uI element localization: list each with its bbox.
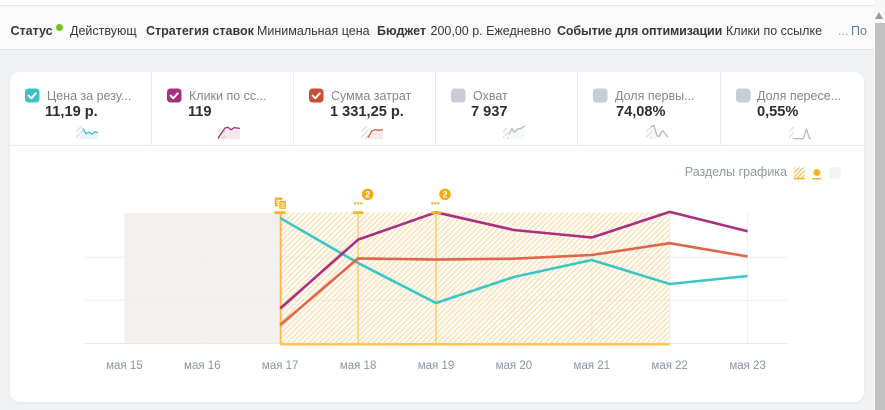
svg-text:2: 2 [365,190,370,200]
svg-text:мая 16: мая 16 [184,360,221,372]
svg-text:мая 20: мая 20 [496,360,533,372]
svg-text:мая 18: мая 18 [340,360,377,372]
svg-text:мая 17: мая 17 [262,360,299,372]
svg-text:мая 15: мая 15 [106,360,143,372]
svg-text:2: 2 [442,190,447,200]
svg-text:мая 21: мая 21 [574,360,611,372]
svg-text:мая 23: мая 23 [729,360,766,372]
svg-text:мая 19: мая 19 [418,360,455,372]
svg-text:мая 22: мая 22 [651,360,688,372]
